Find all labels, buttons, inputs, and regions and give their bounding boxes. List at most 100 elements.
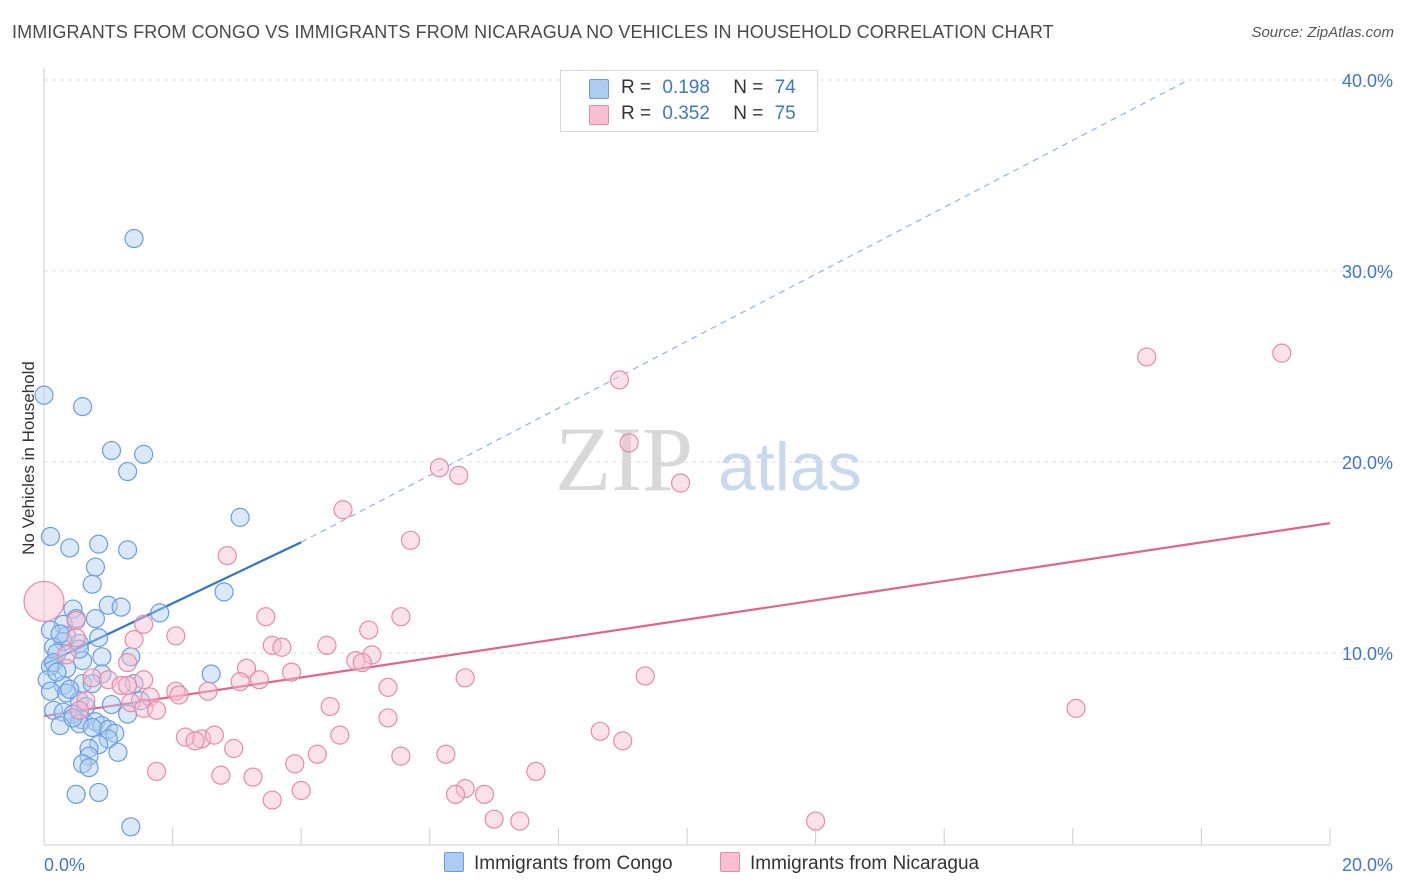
data-point: [619, 433, 639, 453]
data-point: [85, 557, 106, 577]
data-point: [98, 729, 118, 749]
data-point: [169, 685, 189, 705]
data-point: [429, 458, 450, 478]
data-point: [40, 681, 61, 701]
source-credit: Source: ZipAtlas.com: [1251, 24, 1394, 41]
data-point: [146, 761, 167, 782]
data-point: [40, 526, 61, 547]
bottom-legend-congo: Immigrants from Congo: [444, 852, 673, 875]
data-point: [66, 610, 86, 631]
data-points: [23, 228, 1292, 837]
data-point: [214, 582, 234, 602]
data-point: [281, 662, 302, 682]
data-point: [101, 694, 122, 715]
data-point: [613, 731, 633, 751]
legend-swatch-nicaragua: [720, 852, 740, 872]
x-tick-label: 20.0%: [1342, 855, 1393, 875]
data-point: [1137, 347, 1157, 367]
data-point: [66, 628, 86, 648]
data-point: [47, 662, 67, 682]
data-point: [146, 700, 167, 720]
data-point: [101, 440, 122, 461]
data-point: [85, 609, 106, 629]
watermark-zip: ZIP: [555, 408, 693, 510]
x-tick-label: 0.0%: [44, 855, 85, 875]
data-point: [134, 614, 154, 634]
data-point: [449, 465, 469, 485]
data-point: [217, 545, 237, 566]
data-point: [272, 637, 292, 657]
data-point: [317, 635, 337, 655]
data-point: [330, 725, 350, 745]
data-point: [134, 670, 154, 690]
data-point: [224, 738, 244, 759]
legend-swatch-nicaragua: [589, 105, 609, 125]
data-point: [89, 782, 109, 803]
data-point: [291, 780, 311, 801]
data-point: [69, 700, 89, 720]
legend-r-value: 0.352: [662, 103, 710, 124]
data-point: [82, 668, 102, 688]
data-point: [117, 540, 138, 560]
data-point: [166, 626, 186, 646]
legend-n-value: 75: [774, 103, 796, 124]
data-point: [108, 742, 128, 762]
data-point: [89, 534, 109, 554]
data-point: [455, 668, 475, 688]
data-point: [121, 817, 141, 837]
data-point: [609, 370, 630, 390]
data-point: [72, 397, 93, 417]
data-point: [124, 630, 144, 650]
data-point: [92, 647, 112, 667]
data-point: [445, 784, 466, 804]
data-point: [455, 779, 475, 799]
data-point: [23, 580, 65, 623]
data-point: [201, 664, 221, 684]
data-point: [111, 675, 131, 696]
data-point: [474, 784, 495, 804]
data-point: [111, 597, 131, 617]
data-point: [359, 620, 379, 640]
data-point: [285, 754, 305, 774]
data-point: [60, 679, 80, 699]
data-point: [1066, 698, 1086, 718]
data-point: [124, 228, 144, 249]
data-point: [150, 603, 170, 623]
data-point: [76, 691, 96, 711]
legend-label-congo: Immigrants from Congo: [474, 853, 673, 874]
legend-n-label: N =: [733, 103, 764, 124]
data-point: [82, 574, 102, 594]
data-point: [211, 765, 231, 785]
data-point: [484, 809, 504, 829]
data-point: [670, 473, 691, 493]
y-tick-label: 20.0%: [1342, 453, 1393, 473]
y-tick-label: 30.0%: [1342, 262, 1393, 282]
stats-legend: R = 0.198 N = 74 R = 0.352 N = 75: [560, 70, 818, 132]
data-point: [635, 666, 655, 686]
data-point: [262, 790, 282, 810]
legend-swatch-congo: [444, 852, 464, 872]
y-tick-label: 40.0%: [1342, 71, 1393, 91]
data-point: [436, 744, 456, 764]
trend-line-nicaragua: [43, 522, 1331, 718]
data-point: [175, 727, 196, 747]
data-point: [230, 672, 250, 692]
data-point: [400, 530, 421, 550]
data-point: [590, 721, 610, 741]
data-point: [82, 673, 102, 694]
bottom-legend-nicaragua: Immigrants from Nicaragua: [720, 852, 979, 875]
data-point: [117, 461, 138, 482]
data-point: [185, 731, 205, 751]
data-point: [198, 681, 218, 701]
series-congo: [34, 228, 250, 837]
data-point: [50, 624, 70, 644]
data-point: [378, 677, 398, 697]
data-point: [243, 767, 263, 787]
data-point: [134, 444, 154, 464]
y-axis-label: No Vehicles in Household: [19, 361, 38, 555]
data-point: [117, 652, 138, 673]
series-nicaragua: [23, 343, 1292, 831]
legend-n-value: 74: [774, 77, 796, 98]
data-point: [230, 507, 250, 527]
